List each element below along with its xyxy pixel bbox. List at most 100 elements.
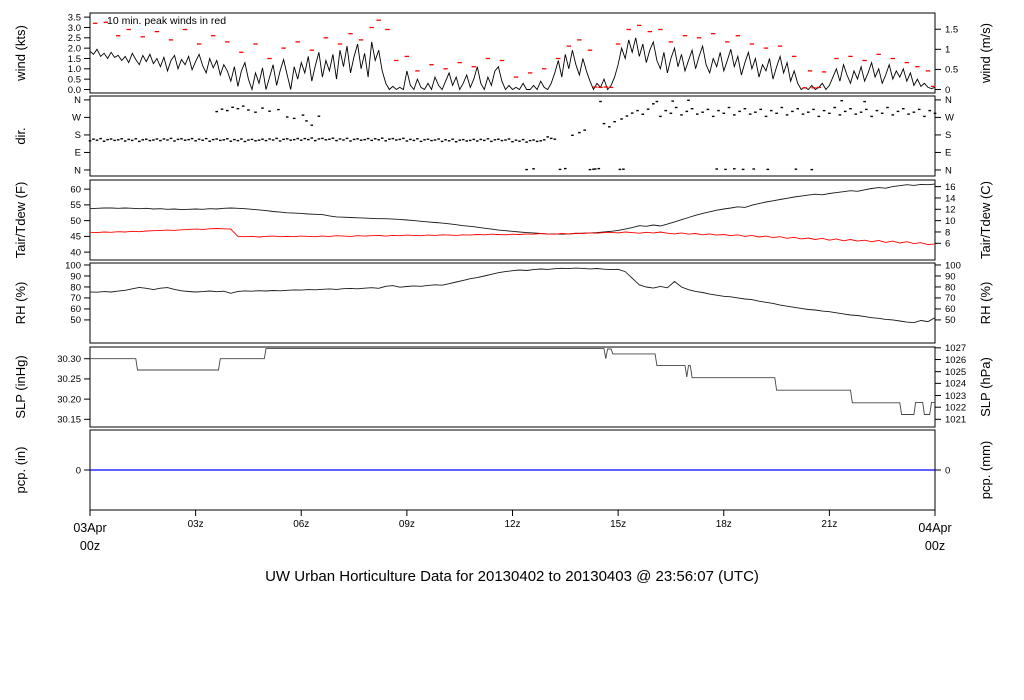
direction-dot [891, 114, 895, 116]
direction-dot [204, 137, 208, 140]
direction-dot [511, 141, 514, 143]
direction-dot [95, 139, 99, 141]
direction-dot [409, 138, 412, 141]
direction-dot [717, 109, 720, 112]
direction-dot [433, 139, 437, 141]
direction-dot [250, 138, 254, 141]
direction-dot [622, 168, 625, 170]
direction-dot [493, 139, 497, 141]
direction-dot [794, 168, 798, 170]
direction-dot [664, 109, 667, 112]
direction-dot [507, 138, 511, 140]
direction-dot [275, 137, 278, 140]
direction-dot [166, 139, 169, 141]
slp-right-tick-label: 1021 [945, 415, 966, 426]
direction-dot [907, 113, 910, 115]
end-date-label: 04Apr [918, 521, 951, 535]
direction-dot [305, 120, 308, 122]
direction-dot [155, 138, 159, 140]
direction-dot [130, 139, 134, 142]
direction-dot [711, 115, 715, 118]
direction-dot [454, 141, 458, 143]
direction-dot [92, 138, 95, 140]
direction-dot [338, 138, 342, 140]
slp-right-tick-label: 1026 [945, 355, 966, 366]
direction-dot [465, 140, 468, 142]
direction-dot [597, 167, 601, 170]
direction-dot [261, 107, 264, 109]
rh-right-tick-label: 90 [945, 271, 956, 282]
direction-dot [833, 106, 836, 109]
wind-frame [89, 12, 936, 94]
direction-dot [738, 110, 741, 113]
wind-left-tick-label: 2.5 [68, 33, 81, 44]
start-date-label: 00z [80, 539, 100, 553]
rh-right-axis-title: RH (%) [978, 282, 993, 325]
wind-right-axis-title: wind (m/s) [978, 23, 993, 84]
direction-dot [451, 138, 454, 140]
figure-title: UW Urban Horticulture Data for 20130402 … [265, 568, 759, 585]
direction-dot [593, 168, 597, 170]
temp-right-tick-label: 12 [945, 205, 956, 216]
direction-dot [388, 138, 391, 140]
wind-left-tick-label: 2.0 [68, 43, 81, 54]
wind-right-tick-label: 1 [945, 45, 950, 56]
dir-right-tick-label: S [945, 130, 951, 141]
direction-dot [113, 139, 116, 142]
direction-dot [641, 113, 645, 115]
direction-dot [785, 114, 789, 116]
rh-right-tick-label: 70 [945, 293, 956, 304]
direction-dot [553, 138, 557, 140]
direction-dot [423, 139, 426, 141]
wind-left-axis-title: wind (kts) [13, 25, 28, 82]
direction-dot [222, 139, 226, 141]
direction-dot [370, 139, 373, 142]
direction-dot [602, 122, 606, 125]
direction-dot [437, 138, 440, 140]
series-tdew_f [89, 228, 936, 246]
direction-dot [335, 139, 338, 142]
direction-dot [625, 115, 629, 117]
direction-dot [303, 137, 307, 140]
direction-dot [176, 138, 180, 141]
series-wind_kts [89, 37, 936, 92]
direction-dot [380, 137, 384, 139]
temp-right-tick-label: 10 [945, 216, 956, 227]
dir-right-tick-label: N [945, 165, 952, 176]
direction-dot [504, 139, 507, 141]
rh-frame [89, 262, 936, 344]
direction-dot [476, 140, 479, 142]
direction-dot [233, 138, 236, 141]
direction-dot [307, 138, 310, 141]
direction-dot [461, 138, 465, 141]
direction-dot [701, 111, 704, 113]
slp-right-tick-label: 1027 [945, 343, 966, 354]
direction-dot [247, 109, 250, 111]
start-date-label: 03Apr [73, 521, 106, 535]
direction-dot [324, 139, 328, 141]
direction-dot [748, 113, 752, 115]
direction-dot [398, 138, 402, 141]
series-tair_f [89, 183, 936, 235]
direction-dot [247, 139, 250, 141]
direction-dot [696, 113, 699, 115]
direction-dot [106, 138, 109, 141]
pcp-left-axis-title: pcp. (in) [13, 447, 28, 494]
direction-dot [766, 168, 770, 171]
direction-dot [226, 138, 229, 140]
direction-dot [483, 139, 486, 142]
direction-dot [539, 140, 542, 142]
direction-dot [391, 137, 395, 140]
direction-dot [680, 114, 683, 116]
wind-left-tick-label: 0.0 [68, 85, 81, 96]
pcp-right-axis-title: pcp. (mm) [978, 441, 993, 500]
direction-dot [685, 110, 689, 113]
dir-right-tick-label: N [945, 95, 952, 106]
direction-dot [162, 138, 166, 140]
direction-dot [549, 137, 553, 140]
direction-dot [733, 114, 736, 116]
direction-dot [88, 140, 92, 142]
dir-left-tick-label: N [74, 165, 81, 176]
direction-dot [99, 137, 102, 140]
direction-dot [690, 108, 694, 110]
